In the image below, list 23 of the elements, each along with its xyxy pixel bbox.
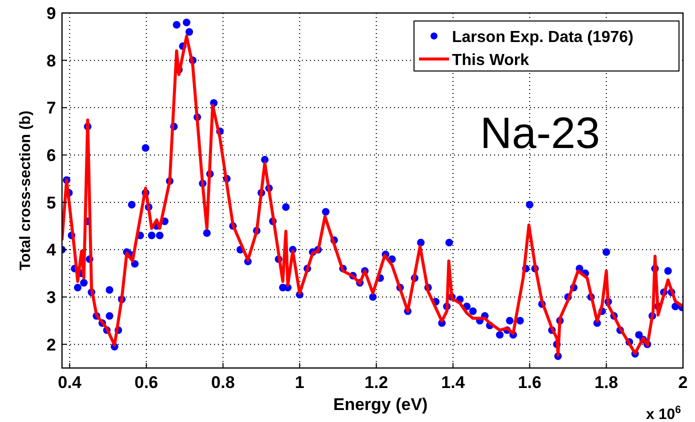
x-tick-label: 0.6 (134, 373, 158, 392)
y-tick-label: 2 (46, 335, 56, 354)
y-tick-label: 8 (46, 51, 56, 70)
x-tick-label: 1.2 (364, 373, 388, 392)
y-tick-label: 6 (46, 146, 56, 165)
y-tick-label: 5 (46, 193, 56, 212)
y-tick-label: 9 (46, 4, 56, 23)
legend-label: Larson Exp. Data (1976) (452, 29, 634, 46)
x-tick-label: 2 (678, 373, 688, 392)
y-axis-title: Total cross-section (b) (17, 110, 34, 270)
x-tick-label: 1 (294, 373, 304, 392)
x-tick-label: 1.8 (594, 373, 618, 392)
x-tick-label: 0.4 (58, 373, 82, 392)
text: x 10$^{6}$ (646, 404, 682, 422)
y-tick-label: 7 (46, 98, 56, 118)
y-tick-label: 3 (46, 288, 56, 307)
annotation: Na-23 (480, 109, 600, 158)
y-tick-label: 4 (46, 240, 57, 260)
legend-label: This Work (452, 52, 530, 69)
x-axis-title: Energy (eV) (333, 395, 428, 414)
x-tick-label: 1.6 (518, 373, 542, 392)
x-tick-label: 0.8 (211, 373, 235, 392)
x-tick-label: 1.4 (441, 373, 466, 392)
